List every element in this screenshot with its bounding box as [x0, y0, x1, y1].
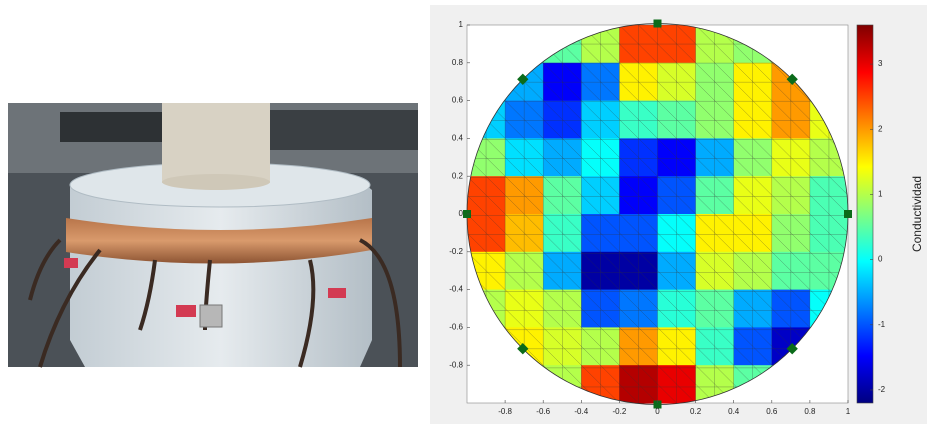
y-tick-label: -0.8	[449, 360, 463, 369]
x-tick-label: 0.2	[690, 407, 702, 416]
figure: -0.8 -0.6 -0.4 -0.2 0 0.2 0.4 0.6 0.8 1 -0.8 -0.6 -0…	[0, 0, 927, 424]
y-tick-label: 0.8	[452, 58, 464, 67]
y-tick-label: 0.4	[452, 134, 464, 143]
electrode	[844, 210, 852, 218]
x-tick-label: -0.8	[498, 407, 512, 416]
y-tick-label: -0.4	[449, 285, 463, 294]
y-tick-label: 0.2	[452, 171, 464, 180]
colorbar	[857, 25, 873, 403]
colorbar-tick-label: 1	[878, 190, 883, 199]
y-tick-label: -0.2	[449, 247, 463, 256]
colorbar-tick-label: -1	[878, 320, 886, 329]
x-tick-label: 1	[846, 407, 851, 416]
x-tick-label: -0.2	[613, 407, 627, 416]
colorbar-tick-label: 2	[878, 124, 883, 133]
colorbar-tick-label: -2	[878, 385, 886, 394]
colorbar-label: Conductividad	[910, 176, 924, 252]
x-tick-label: -0.4	[574, 407, 588, 416]
x-tick-label: 0.8	[804, 407, 816, 416]
x-tick-label: 0	[655, 407, 660, 416]
y-tick-label: -0.6	[449, 323, 463, 332]
chart: -0.8 -0.6 -0.4 -0.2 0 0.2 0.4 0.6 0.8 1 -0.8 -0.6 -0…	[0, 0, 927, 424]
x-tick-label: 0.6	[766, 407, 778, 416]
x-tick-label: 0.4	[728, 407, 740, 416]
y-tick-label: 0	[459, 209, 464, 218]
y-tick-label: 0.6	[452, 96, 464, 105]
colorbar-tick-label: 3	[878, 59, 883, 68]
colorbar-tick-label: 0	[878, 255, 883, 264]
x-tick-label: -0.6	[536, 407, 550, 416]
y-tick-label: 1	[459, 20, 464, 29]
electrode	[654, 20, 662, 28]
